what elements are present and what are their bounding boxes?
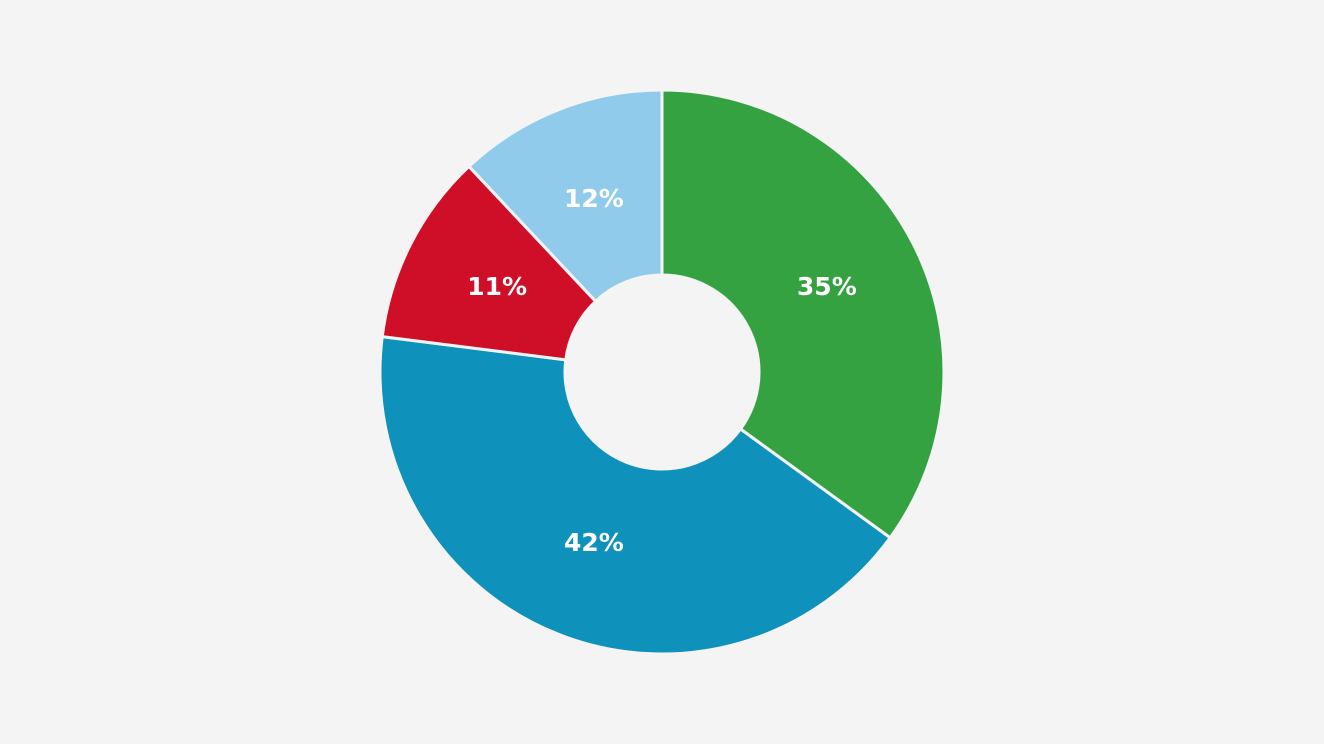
slice [378,334,893,656]
slice [380,164,598,362]
slice-label: 11% [467,272,527,301]
slice-label: 35% [797,272,857,301]
slice [466,88,664,304]
slice [660,88,946,540]
slice-label: 12% [564,184,624,213]
slice-label: 42% [564,528,624,557]
